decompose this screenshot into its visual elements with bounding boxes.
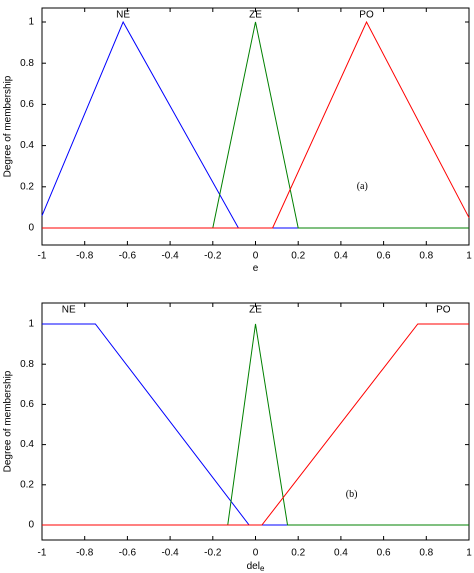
y-tick-label: 0.4 [20, 439, 34, 450]
y-tick-label: 1 [28, 17, 34, 28]
x-tick-label: 0.4 [334, 251, 348, 262]
x-tick-label: -1 [38, 548, 47, 559]
x-tick-label: -1 [38, 251, 47, 262]
x-axis-label-text: e [253, 263, 259, 274]
x-tick-label: -0.8 [76, 548, 94, 559]
annotation: (a) [357, 181, 368, 192]
y-tick-label: 0 [28, 223, 34, 234]
x-tick-label: 0.8 [419, 548, 433, 559]
y-tick-label: 0.6 [20, 99, 34, 110]
x-axis-label: dele [247, 561, 265, 573]
x-axis-label-subscript: e [260, 564, 265, 573]
annotation: (b) [346, 489, 358, 500]
x-tick-label: 0.8 [419, 251, 433, 262]
plot-frame [41, 7, 470, 246]
x-tick-label: 0 [253, 548, 259, 559]
x-tick-label: 0.6 [377, 548, 391, 559]
membership-line [41, 20, 469, 229]
x-tick-label: -0.8 [76, 251, 94, 262]
series-label: PO [436, 305, 451, 316]
y-tick-label: 0.8 [20, 359, 34, 370]
x-tick-label: -0.2 [204, 251, 222, 262]
x-tick-label: -0.2 [204, 548, 222, 559]
x-tick-label: 1 [466, 251, 472, 262]
membership-line [42, 323, 469, 526]
y-tick-label: 0.6 [20, 399, 34, 410]
x-tick-label: 0.6 [377, 251, 391, 262]
series-label: NE [62, 305, 76, 316]
y-tick-label: 0.2 [20, 479, 34, 490]
membership-line [42, 21, 469, 229]
x-tick-label: 0.2 [291, 548, 305, 559]
membership-line [42, 323, 469, 526]
y-tick-label: 1 [28, 319, 34, 330]
x-tick-label: 0 [253, 251, 259, 262]
series-label: ZE [249, 305, 262, 316]
x-axis-label-text: del [247, 561, 260, 572]
x-tick-label: 0.4 [334, 548, 348, 559]
series-label: ZE [249, 10, 262, 21]
x-tick-label: -0.4 [161, 548, 179, 559]
y-tick-label: 0.2 [20, 181, 34, 192]
y-tick-label: 0.4 [20, 140, 34, 151]
membership-line [42, 20, 470, 229]
x-tick-label: -0.4 [161, 251, 179, 262]
series-label: PO [359, 10, 374, 21]
membership-line [42, 323, 469, 526]
x-tick-label: 0.2 [291, 251, 305, 262]
series-label: NE [116, 10, 130, 21]
y-axis-label: Degree of membership [3, 75, 14, 177]
x-tick-label: -0.6 [119, 548, 137, 559]
y-tick-label: 0 [28, 520, 34, 531]
y-tick-label: 0.8 [20, 58, 34, 69]
x-tick-label: -0.6 [119, 251, 137, 262]
x-tick-label: 1 [466, 548, 472, 559]
y-axis-label: Degree of membership [3, 370, 14, 472]
x-axis-label: e [253, 263, 259, 274]
